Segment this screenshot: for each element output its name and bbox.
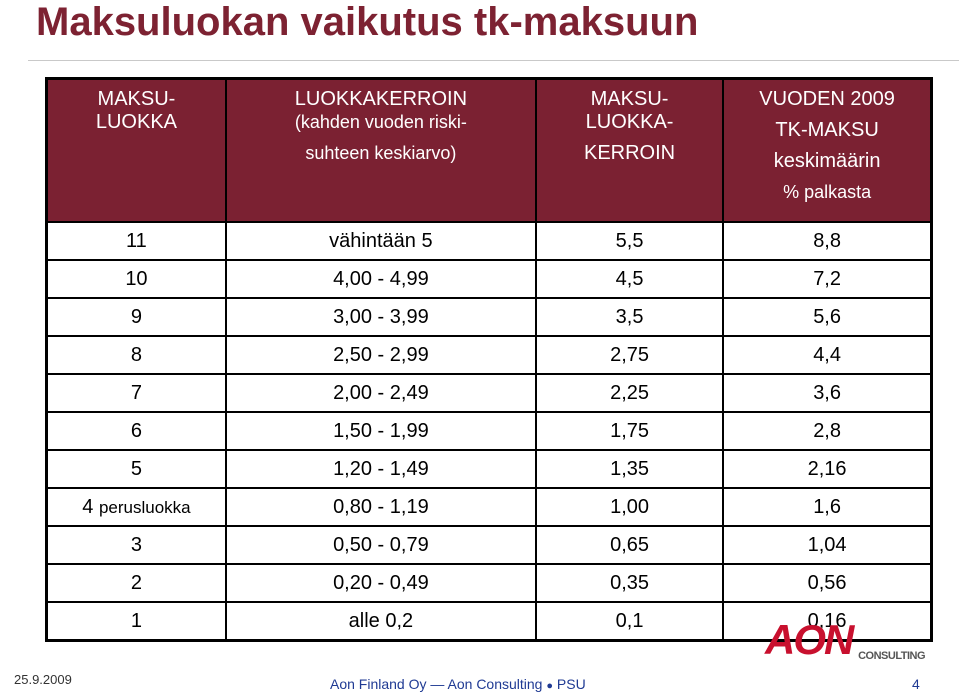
cell-class: 8: [45, 335, 227, 375]
header-text: (kahden vuoden riski-: [294, 112, 467, 132]
slide-title: Maksuluokan vaikutus tk-maksuun: [36, 0, 699, 44]
header-maksuluokka: MAKSU- LUOKKA: [45, 77, 227, 223]
cell-class: 7: [45, 373, 227, 413]
table-row: 9 3,00 - 3,99 3,5 5,6: [45, 297, 933, 337]
table-row: 6 1,50 - 1,99 1,75 2,8: [45, 411, 933, 451]
table-body: 11 vähintään 5 5,5 8,8 10 4,00 - 4,99 4,5 7,2 9 3…: [45, 221, 933, 642]
cell-range: 3,00 - 3,99: [224, 297, 537, 337]
table-row: 5 1,20 - 1,49 1,35 2,16: [45, 449, 933, 489]
table-row: 10 4,00 - 4,99 4,5 7,2: [45, 259, 933, 299]
footer-unit: Aon Consulting: [447, 676, 543, 692]
footer-company-line: Aon Finland Oy — Aon Consulting ● PSU: [330, 676, 586, 692]
logo-wordmark: AON: [765, 616, 854, 663]
header-text: LUOKKAKERROIN: [294, 88, 468, 110]
base-class-note: perusluokka: [98, 497, 191, 517]
table-header-row: MAKSU- LUOKKA LUOKKAKERROIN (kahden vuod…: [45, 77, 933, 223]
cell-factor: 2,25: [534, 373, 725, 413]
cell-factor: 1,35: [534, 449, 725, 489]
cell-factor: 2,75: [534, 335, 725, 375]
cell-factor: 1,75: [534, 411, 725, 451]
page-number: 4: [912, 676, 920, 692]
cell-fee: 0,16: [722, 601, 933, 642]
class-number: 10: [125, 267, 148, 290]
footer-date: 25.9.2009: [14, 672, 72, 687]
header-text: VUODEN 2009: [759, 88, 895, 110]
cell-fee: 3,6: [722, 373, 933, 413]
cell-class: 5: [45, 449, 227, 489]
aon-consulting-logo: AON CONSULTING: [765, 616, 925, 664]
table-row: 11 vähintään 5 5,5 8,8: [45, 221, 933, 261]
title-divider: [28, 60, 959, 61]
footer-dept: PSU: [556, 676, 586, 692]
class-number: 8: [130, 343, 142, 366]
class-number: 9: [130, 305, 142, 328]
cell-class: 11: [45, 221, 227, 261]
cell-factor: 1,00: [534, 487, 725, 527]
logo-subtitle: CONSULTING: [858, 650, 925, 662]
footer-company: Aon Finland Oy: [330, 676, 427, 692]
cell-class: 2: [45, 563, 227, 603]
header-text: TK-MAKSU: [775, 119, 879, 141]
cell-range: 4,00 - 4,99: [224, 259, 537, 299]
table-row: 7 2,00 - 2,49 2,25 3,6: [45, 373, 933, 413]
cell-factor: 0,35: [534, 563, 725, 603]
table-row: 1 alle 0,2 0,1 0,16: [45, 601, 933, 642]
cell-range: 2,00 - 2,49: [224, 373, 537, 413]
class-number: 1: [130, 609, 142, 632]
cell-range: 1,50 - 1,99: [224, 411, 537, 451]
cell-factor: 0,1: [534, 601, 725, 642]
header-text: KERROIN: [583, 142, 676, 164]
cell-fee: 5,6: [722, 297, 933, 337]
cell-class: 10: [45, 259, 227, 299]
cell-fee: 8,8: [722, 221, 933, 261]
table-row: 4 perusluokka 0,80 - 1,19 1,00 1,6: [45, 487, 933, 527]
footer-bullet: ●: [546, 680, 554, 692]
cell-fee: 1,6: [722, 487, 933, 527]
header-text: suhteen keskiarvo): [305, 143, 457, 163]
cell-range: 0,20 - 0,49: [224, 563, 537, 603]
header-tk-maksu: VUODEN 2009 TK-MAKSU keskimäärin % palka…: [722, 77, 933, 223]
header-text: LUOKKA: [95, 111, 178, 133]
class-number: 11: [126, 229, 147, 252]
cell-range: vähintään 5: [224, 221, 537, 261]
cell-fee: 0,56: [722, 563, 933, 603]
header-maksuluokkakerroin: MAKSU- LUOKKA- KERROIN: [534, 77, 725, 223]
cell-fee: 4,4: [722, 335, 933, 375]
table-row: 8 2,50 - 2,99 2,75 4,4: [45, 335, 933, 375]
cell-range: 0,80 - 1,19: [224, 487, 537, 527]
header-text: % palkasta: [783, 182, 872, 202]
cell-factor: 5,5: [534, 221, 725, 261]
cell-class: 3: [45, 525, 227, 565]
header-text: keskimäärin: [773, 150, 881, 172]
header-luokkakerroin: LUOKKAKERROIN (kahden vuoden riski- suht…: [224, 77, 537, 223]
cell-fee: 7,2: [722, 259, 933, 299]
cell-fee: 2,16: [722, 449, 933, 489]
fee-class-table: MAKSU- LUOKKA LUOKKAKERROIN (kahden vuod…: [45, 77, 933, 642]
class-number: 6: [130, 419, 142, 442]
cell-factor: 0,65: [534, 525, 725, 565]
header-text: MAKSU-: [590, 88, 669, 110]
header-text: MAKSU-: [97, 88, 176, 110]
cell-fee: 1,04: [722, 525, 933, 565]
cell-class: 9: [45, 297, 227, 337]
cell-factor: 4,5: [534, 259, 725, 299]
cell-range: 2,50 - 2,99: [224, 335, 537, 375]
class-number: 7: [130, 381, 142, 404]
footer-dash: —: [430, 676, 445, 692]
cell-range: 0,50 - 0,79: [224, 525, 537, 565]
class-number: 4: [82, 495, 94, 518]
cell-range: 1,20 - 1,49: [224, 449, 537, 489]
class-number: 2: [130, 571, 142, 594]
table-row: 2 0,20 - 0,49 0,35 0,56: [45, 563, 933, 603]
header-text: LUOKKA-: [585, 111, 674, 133]
cell-factor: 3,5: [534, 297, 725, 337]
class-number: 3: [130, 533, 142, 556]
table-row: 3 0,50 - 0,79 0,65 1,04: [45, 525, 933, 565]
class-number: 5: [130, 457, 142, 480]
cell-class: 6: [45, 411, 227, 451]
cell-class: 1: [45, 601, 227, 642]
cell-range: alle 0,2: [224, 601, 537, 642]
cell-fee: 2,8: [722, 411, 933, 451]
cell-class: 4 perusluokka: [45, 487, 227, 527]
